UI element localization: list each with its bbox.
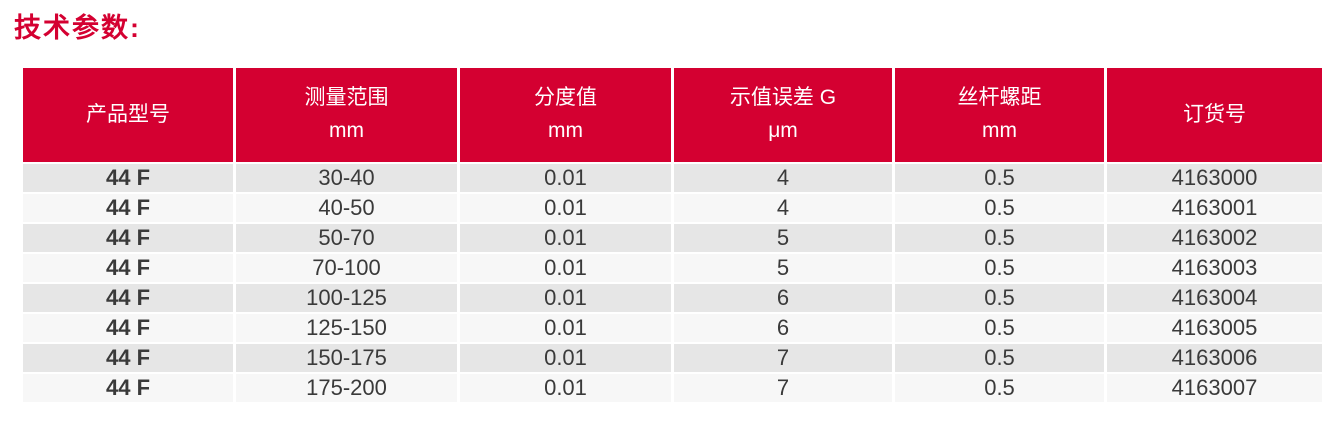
table-row: 44 F 100-125 0.01 6 0.5 4163004 (23, 284, 1322, 312)
table-cell: 4 (674, 164, 892, 192)
spec-table-header: 产品型号 测量范围 mm 分度值 mm (23, 68, 1322, 162)
spec-table-body: 44 F 30-40 0.01 4 0.5 4163000 44 F 40-50 0.01 4 0.… (23, 164, 1322, 402)
table-cell: 0.5 (895, 164, 1104, 192)
table-cell: 44 F (23, 374, 233, 402)
table-cell: 0.5 (895, 314, 1104, 342)
table-cell: 4 (674, 194, 892, 222)
table-row: 44 F 70-100 0.01 5 0.5 4163003 (23, 254, 1322, 282)
column-header-model: 产品型号 (23, 68, 233, 162)
table-row: 44 F 40-50 0.01 4 0.5 4163001 (23, 194, 1322, 222)
column-header-unit: mm (982, 119, 1017, 142)
column-header-label: 测量范围 (304, 86, 389, 110)
column-header-graduation: 分度值 mm (460, 68, 671, 162)
column-header-unit: μm (768, 119, 798, 142)
table-cell: 44 F (23, 344, 233, 372)
table-cell: 0.01 (460, 164, 671, 192)
table-cell: 44 F (23, 164, 233, 192)
table-cell: 4163001 (1107, 194, 1322, 222)
table-cell: 175-200 (236, 374, 457, 402)
table-cell: 0.01 (460, 224, 671, 252)
table-cell: 4163003 (1107, 254, 1322, 282)
column-header-error: 示值误差 G μm (674, 68, 892, 162)
column-header-label: 分度值 (534, 86, 597, 110)
table-row: 44 F 175-200 0.01 7 0.5 4163007 (23, 374, 1322, 402)
table-row: 44 F 30-40 0.01 4 0.5 4163000 (23, 164, 1322, 192)
table-cell: 0.5 (895, 284, 1104, 312)
column-header-label: 订货号 (1183, 102, 1246, 126)
table-cell: 0.01 (460, 284, 671, 312)
table-cell: 0.5 (895, 374, 1104, 402)
column-header-label: 示值误差 G (729, 86, 837, 110)
column-header-unit: mm (329, 119, 364, 142)
table-cell: 4163007 (1107, 374, 1322, 402)
column-header-range: 测量范围 mm (236, 68, 457, 162)
table-cell: 5 (674, 224, 892, 252)
table-cell: 5 (674, 254, 892, 282)
table-cell: 150-175 (236, 344, 457, 372)
table-row: 44 F 150-175 0.01 7 0.5 4163006 (23, 344, 1322, 372)
table-cell: 7 (674, 344, 892, 372)
column-header-unit: mm (548, 119, 583, 142)
table-cell: 6 (674, 314, 892, 342)
table-cell: 0.01 (460, 374, 671, 402)
table-cell: 4163000 (1107, 164, 1322, 192)
table-cell: 0.5 (895, 344, 1104, 372)
table-cell: 44 F (23, 314, 233, 342)
table-cell: 0.5 (895, 254, 1104, 282)
table-cell: 40-50 (236, 194, 457, 222)
table-cell: 4163005 (1107, 314, 1322, 342)
spec-table: 产品型号 测量范围 mm 分度值 mm (20, 66, 1325, 404)
table-cell: 70-100 (236, 254, 457, 282)
table-cell: 0.01 (460, 314, 671, 342)
table-cell: 0.5 (895, 224, 1104, 252)
table-cell: 0.01 (460, 194, 671, 222)
table-cell: 125-150 (236, 314, 457, 342)
table-cell: 4163002 (1107, 224, 1322, 252)
table-cell: 4163006 (1107, 344, 1322, 372)
table-cell: 0.5 (895, 194, 1104, 222)
table-cell: 0.01 (460, 344, 671, 372)
header-row: 产品型号 测量范围 mm 分度值 mm (23, 68, 1322, 162)
table-row: 44 F 125-150 0.01 6 0.5 4163005 (23, 314, 1322, 342)
table-cell: 0.01 (460, 254, 671, 282)
table-cell: 50-70 (236, 224, 457, 252)
table-cell: 4163004 (1107, 284, 1322, 312)
column-header-order-number: 订货号 (1107, 68, 1322, 162)
table-cell: 44 F (23, 254, 233, 282)
table-cell: 44 F (23, 284, 233, 312)
column-header-pitch: 丝杆螺距 mm (895, 68, 1104, 162)
table-cell: 30-40 (236, 164, 457, 192)
table-cell: 6 (674, 284, 892, 312)
column-header-label: 产品型号 (86, 102, 170, 126)
table-row: 44 F 50-70 0.01 5 0.5 4163002 (23, 224, 1322, 252)
page-title: 技术参数: (14, 13, 141, 43)
table-cell: 7 (674, 374, 892, 402)
column-header-label: 丝杆螺距 (957, 86, 1042, 110)
table-cell: 44 F (23, 224, 233, 252)
table-cell: 100-125 (236, 284, 457, 312)
table-cell: 44 F (23, 194, 233, 222)
